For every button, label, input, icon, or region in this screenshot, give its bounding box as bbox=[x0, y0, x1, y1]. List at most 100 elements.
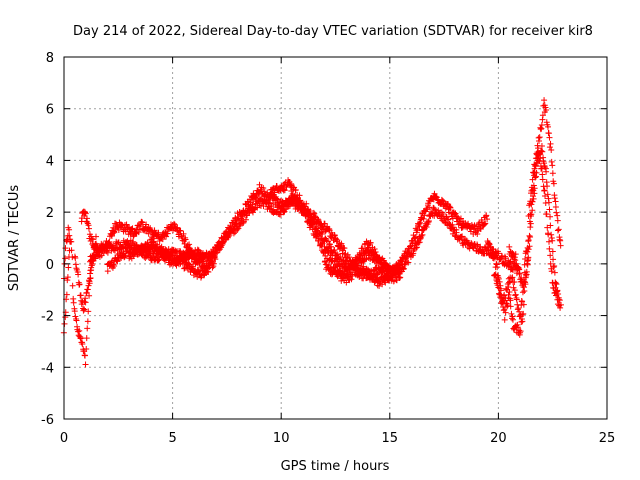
data-point bbox=[194, 258, 201, 265]
data-point bbox=[321, 220, 328, 227]
data-point bbox=[215, 247, 222, 254]
data-point bbox=[111, 229, 118, 236]
data-point bbox=[371, 270, 378, 277]
data-point bbox=[527, 234, 534, 241]
data-point bbox=[539, 171, 546, 178]
data-point bbox=[171, 221, 178, 228]
data-point bbox=[477, 226, 484, 233]
data-point bbox=[348, 260, 355, 267]
x-axis-title: GPS time / hours bbox=[281, 459, 390, 474]
data-point bbox=[83, 289, 90, 296]
data-point bbox=[138, 218, 145, 225]
data-point bbox=[104, 268, 111, 275]
data-point bbox=[513, 296, 520, 303]
data-point bbox=[537, 155, 544, 162]
data-point bbox=[260, 185, 267, 192]
data-point bbox=[380, 267, 387, 274]
data-point bbox=[535, 145, 542, 152]
data-point bbox=[62, 255, 69, 262]
data-point bbox=[420, 215, 427, 222]
data-point bbox=[551, 195, 558, 202]
data-point bbox=[111, 262, 118, 269]
data-point bbox=[539, 112, 546, 119]
data-point bbox=[134, 251, 141, 258]
data-point bbox=[331, 247, 338, 254]
data-point bbox=[402, 260, 409, 267]
data-point bbox=[549, 237, 556, 244]
data-point bbox=[542, 192, 549, 199]
data-point bbox=[474, 241, 481, 248]
data-point bbox=[491, 253, 498, 260]
data-point bbox=[75, 328, 82, 335]
data-point bbox=[70, 299, 77, 306]
data-point bbox=[86, 278, 93, 285]
data-point bbox=[507, 258, 514, 265]
chart-title: Day 214 of 2022, Sidereal Day-to-day VTE… bbox=[73, 24, 593, 39]
data-point bbox=[528, 184, 535, 191]
data-point bbox=[82, 299, 89, 306]
data-point bbox=[446, 220, 453, 227]
data-point bbox=[517, 328, 524, 335]
data-point bbox=[549, 170, 556, 177]
data-point bbox=[474, 242, 481, 249]
data-point bbox=[511, 279, 518, 286]
data-point bbox=[495, 250, 502, 257]
data-point bbox=[206, 260, 213, 267]
data-point bbox=[139, 219, 146, 226]
data-point bbox=[492, 271, 499, 278]
data-point bbox=[508, 275, 515, 282]
y-tick-label: -6 bbox=[41, 413, 54, 428]
data-point bbox=[75, 271, 82, 278]
data-point bbox=[283, 184, 290, 191]
data-point bbox=[62, 245, 69, 252]
data-point bbox=[87, 267, 94, 274]
data-point bbox=[312, 213, 319, 220]
data-point bbox=[542, 199, 549, 206]
data-point bbox=[332, 236, 339, 243]
data-point bbox=[519, 318, 526, 325]
data-point bbox=[382, 279, 389, 286]
data-point bbox=[514, 324, 521, 331]
data-point bbox=[520, 301, 527, 308]
data-point bbox=[123, 221, 130, 228]
data-point bbox=[266, 199, 273, 206]
data-point bbox=[325, 262, 332, 269]
data-point bbox=[509, 316, 516, 323]
data-point bbox=[498, 295, 505, 302]
data-point bbox=[556, 236, 563, 243]
data-point bbox=[550, 256, 557, 263]
data-point bbox=[182, 236, 189, 243]
data-point bbox=[405, 259, 412, 266]
data-point bbox=[108, 232, 115, 239]
x-tick-label: 0 bbox=[60, 431, 68, 446]
data-point bbox=[538, 121, 545, 128]
data-point bbox=[230, 230, 237, 237]
data-point bbox=[185, 260, 192, 267]
data-point bbox=[554, 301, 561, 308]
data-point bbox=[79, 340, 86, 347]
data-point bbox=[66, 232, 73, 239]
data-point bbox=[130, 233, 137, 240]
data-point bbox=[367, 239, 374, 246]
data-point bbox=[341, 245, 348, 252]
data-point bbox=[180, 230, 187, 237]
data-point bbox=[186, 241, 193, 248]
data-point bbox=[382, 261, 389, 268]
data-point bbox=[502, 309, 509, 316]
data-point bbox=[552, 198, 559, 205]
data-point bbox=[528, 187, 535, 194]
data-point bbox=[132, 229, 139, 236]
data-point bbox=[65, 254, 72, 261]
data-point bbox=[426, 204, 433, 211]
data-point bbox=[543, 107, 550, 114]
data-point bbox=[506, 243, 513, 250]
data-point bbox=[122, 252, 129, 259]
data-point bbox=[545, 130, 552, 137]
y-tick-label: 2 bbox=[46, 206, 54, 221]
data-point bbox=[483, 212, 490, 219]
data-point bbox=[72, 254, 79, 261]
data-point bbox=[547, 213, 554, 220]
data-point bbox=[495, 284, 502, 291]
data-point bbox=[157, 245, 164, 252]
data-point bbox=[159, 236, 166, 243]
